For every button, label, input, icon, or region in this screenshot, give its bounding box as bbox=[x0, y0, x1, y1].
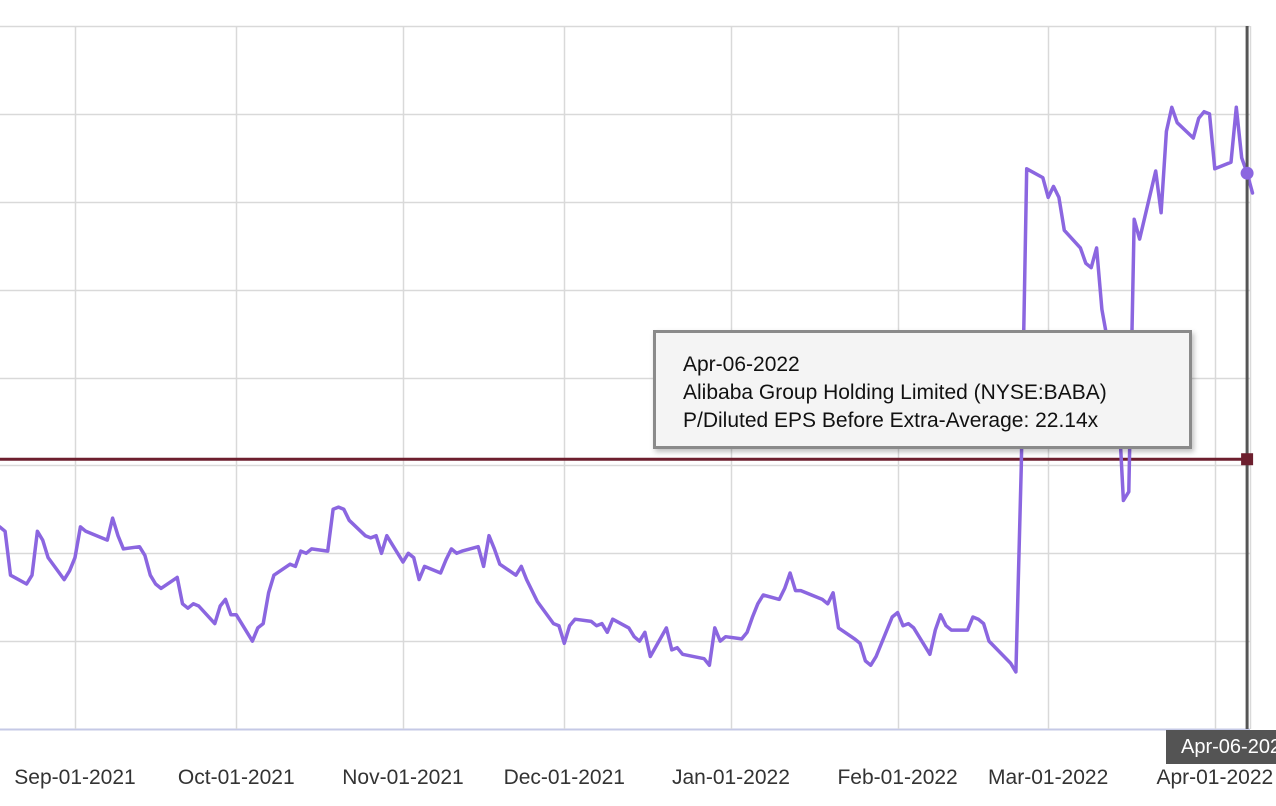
tooltip-date: Apr-06-2022 bbox=[683, 353, 800, 376]
x-tick-label: Dec-01-2021 bbox=[504, 766, 625, 789]
x-tick-label: Apr-01-2022 bbox=[1156, 766, 1273, 789]
cursor-date-label: Apr-06-2022 bbox=[1166, 730, 1276, 764]
average-hover-point bbox=[1241, 453, 1254, 466]
x-tick-label: Nov-01-2021 bbox=[342, 766, 463, 789]
x-tick-label: Sep-01-2021 bbox=[14, 766, 135, 789]
series-lines bbox=[0, 105, 1255, 674]
x-tick-label: Mar-01-2022 bbox=[988, 766, 1108, 789]
series-line bbox=[0, 105, 1255, 674]
tooltip-company: Alibaba Group Holding Limited (NYSE:BABA… bbox=[683, 381, 1107, 404]
hover-cursor bbox=[1240, 26, 1254, 729]
series-hover-point bbox=[1240, 166, 1254, 180]
x-tick-label: Oct-01-2021 bbox=[178, 766, 295, 789]
tooltip-metric: P/Diluted EPS Before Extra-Average: 22.1… bbox=[683, 409, 1099, 432]
x-axis-tick-labels: Sep-01-2021 Oct-01-2021 Nov-01-2021 Dec-01-… bbox=[14, 766, 1273, 789]
x-tick-label: Jan-01-2022 bbox=[672, 766, 790, 789]
chart-tooltip: Apr-06-2022 Alibaba Group Holding Limite… bbox=[653, 330, 1192, 449]
x-tick-label: Feb-01-2022 bbox=[837, 766, 957, 789]
